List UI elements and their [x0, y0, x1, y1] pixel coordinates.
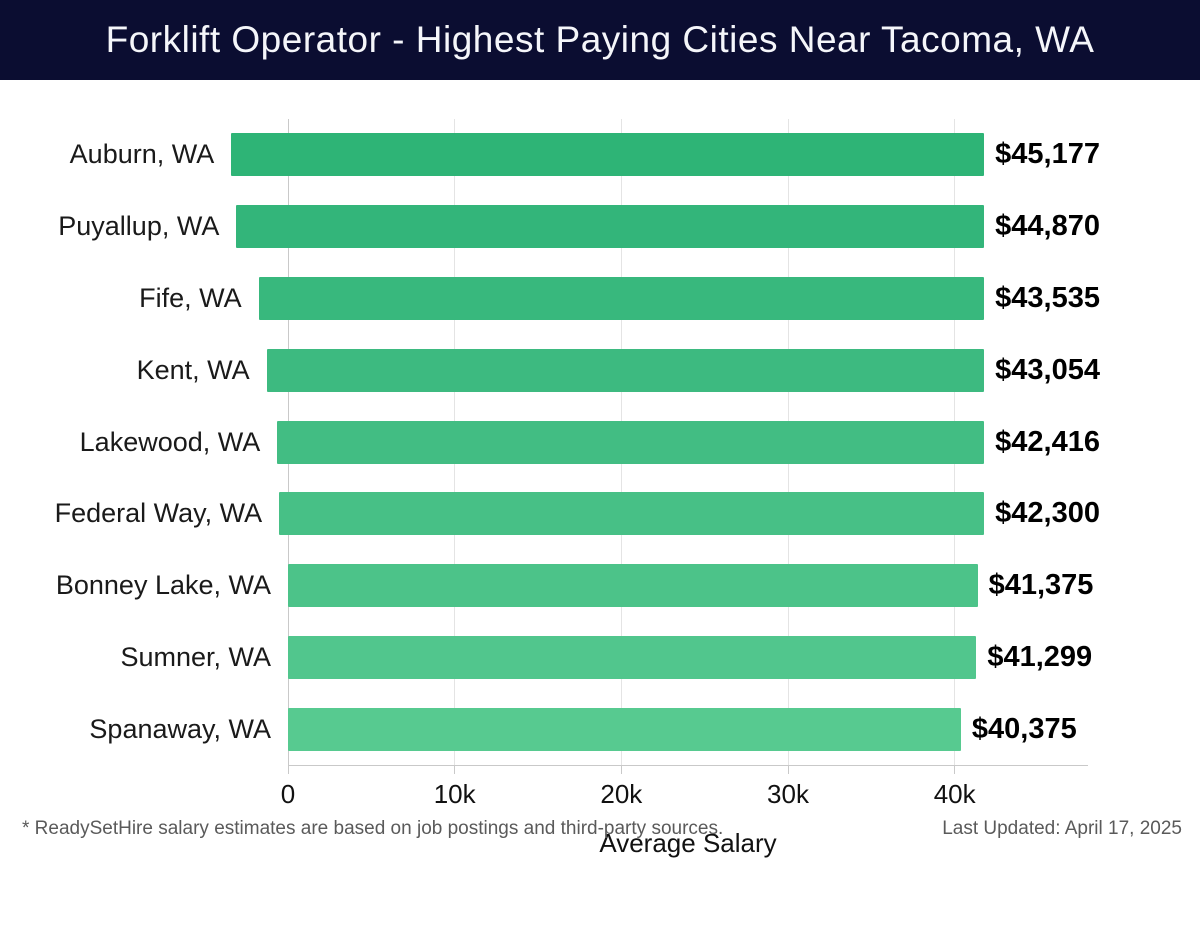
tick-label: 10k	[433, 779, 476, 809]
bar-value-label: $44,870	[995, 210, 1100, 243]
x-axis-title: Average Salary	[599, 828, 777, 858]
category-label: Bonney Lake, WA	[55, 570, 271, 601]
bar-row: Auburn, WA $45,177	[0, 119, 1100, 191]
tick-label: 0	[280, 779, 296, 809]
chart-title: Forklift Operator - Highest Paying Citie…	[105, 19, 1095, 60]
bar	[288, 635, 977, 679]
bar-row: Spanaway, WA $40,375	[0, 693, 1100, 765]
category-label: Sumner, WA	[120, 641, 271, 672]
category-label: Fife, WA	[139, 282, 242, 313]
bar-value-label: $45,177	[995, 138, 1100, 171]
footer: * ReadySetHire salary estimates are base…	[22, 818, 1182, 840]
bar-track: $44,870	[236, 191, 1100, 263]
bar-value-label: $41,299	[987, 640, 1093, 673]
tick-label: 20k	[600, 779, 643, 809]
category-label: Federal Way, WA	[54, 498, 263, 529]
bar	[288, 564, 978, 608]
tick-mark	[954, 765, 956, 774]
bar-row: Kent, WA $43,054	[0, 334, 1100, 406]
bar	[279, 492, 985, 536]
bar-value-label: $40,375	[971, 712, 1077, 745]
bar	[258, 276, 985, 320]
bar-row: Fife, WA $43,535	[0, 263, 1100, 335]
bar-value-label: $43,054	[995, 353, 1100, 386]
bar-value-label: $42,416	[995, 425, 1100, 458]
bar-track: $42,416	[277, 406, 1100, 478]
bar-track: $41,299	[288, 621, 1100, 693]
category-label: Kent, WA	[136, 354, 250, 385]
bar-value-label: $43,535	[995, 281, 1100, 314]
tick-label: 30k	[767, 779, 809, 809]
bar-row: Federal Way, WA $42,300	[0, 478, 1100, 550]
category-label: Lakewood, WA	[79, 426, 261, 457]
bar-track: $42,300	[279, 478, 1100, 550]
tick-mark	[620, 765, 622, 774]
bar-track: $45,177	[231, 119, 1100, 191]
bar-track: $43,535	[258, 263, 1100, 335]
bar-track: $40,375	[288, 693, 1100, 765]
bar-row: Lakewood, WA $42,416	[0, 406, 1100, 478]
bar-row: Puyallup, WA $44,870	[0, 191, 1100, 263]
bar	[277, 420, 985, 464]
bar-row: Sumner, WA $41,299	[0, 621, 1100, 693]
bar-rows: Auburn, WA $45,177 Puyallup, WA $44,870 Fife…	[0, 119, 1100, 765]
category-label: Auburn, WA	[69, 139, 215, 170]
bar	[288, 707, 961, 751]
bar	[231, 133, 985, 177]
tick-mark	[787, 765, 789, 774]
footer-disclaimer: * ReadySetHire salary estimates are base…	[22, 818, 724, 839]
bar-row: Bonney Lake, WA $41,375	[0, 550, 1100, 622]
bar	[236, 205, 985, 249]
category-label: Puyallup, WA	[58, 211, 220, 242]
x-axis-line	[288, 765, 1088, 766]
category-label: Spanaway, WA	[89, 713, 271, 744]
bar-track: $41,375	[288, 550, 1100, 622]
tick-label: 40k	[933, 779, 976, 809]
bar-value-label: $42,300	[995, 497, 1100, 530]
bar	[266, 348, 985, 392]
chart-title-bar: Forklift Operator - Highest Paying Citie…	[0, 0, 1200, 80]
bar-chart: 0 10k 20k 30k 40k Auburn, WA $45,177 Puyallup,…	[0, 80, 1200, 940]
tick-mark	[287, 765, 289, 774]
tick-mark	[454, 765, 456, 774]
bar-value-label: $41,375	[988, 569, 1094, 602]
footer-last-updated: Last Updated: April 17, 2025	[942, 818, 1182, 839]
bar-track: $43,054	[266, 334, 1100, 406]
